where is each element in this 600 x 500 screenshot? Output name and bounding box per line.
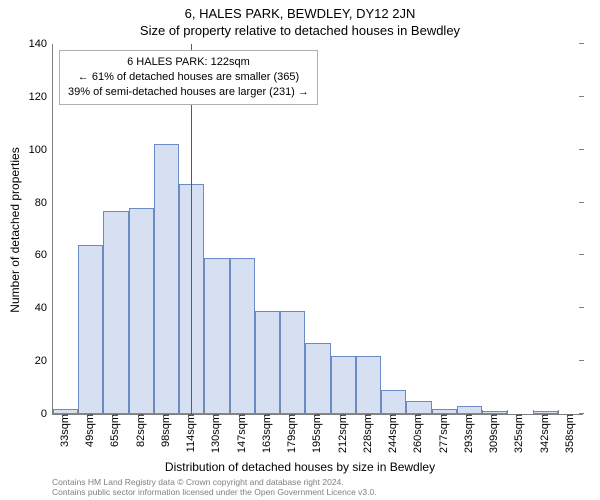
x-tick-label: 195sqm (307, 414, 323, 453)
histogram-bar (280, 311, 305, 414)
x-tick-label: 228sqm (358, 414, 374, 453)
x-tick-mark (432, 410, 433, 415)
page-title: 6, HALES PARK, BEWDLEY, DY12 2JN (0, 0, 600, 21)
histogram-bar (381, 390, 406, 414)
y-tick-label: 100 (29, 144, 53, 156)
y-tick-label: 80 (35, 197, 53, 209)
y-tick-mark (579, 149, 584, 150)
y-tick-mark (579, 307, 584, 308)
histogram-bar (457, 406, 482, 414)
plot-wrapper: 02040608010012014033sqm49sqm65sqm82sqm98… (52, 44, 582, 414)
y-tick-mark (579, 96, 584, 97)
x-tick-label: 147sqm (232, 414, 248, 453)
y-tick-label: 20 (35, 355, 53, 367)
x-tick-mark (558, 410, 559, 415)
histogram-bar (154, 144, 179, 414)
footer: Contains HM Land Registry data © Crown c… (52, 477, 377, 498)
x-tick-mark (533, 410, 534, 415)
x-tick-mark (255, 410, 256, 415)
footer-line: Contains HM Land Registry data © Crown c… (52, 477, 377, 488)
x-tick-label: 179sqm (282, 414, 298, 453)
y-tick-label: 0 (41, 408, 53, 420)
y-tick-mark (579, 43, 584, 44)
page-subtitle: Size of property relative to detached ho… (0, 21, 600, 38)
x-tick-label: 342sqm (535, 414, 551, 453)
x-tick-label: 33sqm (55, 414, 71, 447)
histogram-bar (305, 343, 330, 414)
x-tick-label: 82sqm (131, 414, 147, 447)
annotation-box: 6 HALES PARK: 122sqm← 61% of detached ho… (59, 50, 318, 105)
annotation-line: 39% of semi-detached houses are larger (… (68, 85, 309, 100)
y-tick-mark (579, 254, 584, 255)
x-tick-mark (331, 410, 332, 415)
x-tick-mark (129, 410, 130, 415)
x-tick-label: 130sqm (206, 414, 222, 453)
y-tick-mark (579, 360, 584, 361)
x-tick-label: 293sqm (459, 414, 475, 453)
x-tick-label: 163sqm (257, 414, 273, 453)
y-tick-label: 60 (35, 249, 53, 261)
x-tick-label: 212sqm (333, 414, 349, 453)
footer-line: Contains public sector information licen… (52, 487, 377, 498)
y-tick-label: 140 (29, 38, 53, 50)
x-tick-mark (154, 410, 155, 415)
x-tick-mark (53, 410, 54, 415)
y-axis-label: Number of detached properties (8, 147, 22, 312)
x-tick-mark (482, 410, 483, 415)
y-tick-label: 40 (35, 302, 53, 314)
histogram-bar (179, 184, 204, 414)
histogram-bar (331, 356, 356, 414)
x-tick-label: 325sqm (509, 414, 525, 453)
y-tick-mark (579, 413, 584, 414)
annotation-line: 6 HALES PARK: 122sqm (68, 55, 309, 70)
histogram-bar (356, 356, 381, 414)
histogram-bar (78, 245, 103, 414)
chart-page: 6, HALES PARK, BEWDLEY, DY12 2JN Size of… (0, 0, 600, 500)
x-tick-label: 277sqm (434, 414, 450, 453)
y-tick-mark (579, 202, 584, 203)
x-tick-label: 114sqm (181, 414, 197, 452)
histogram-bar (230, 258, 255, 414)
x-axis-label: Distribution of detached houses by size … (0, 460, 600, 474)
histogram-bar (103, 211, 128, 415)
x-tick-mark (457, 410, 458, 415)
x-tick-mark (280, 410, 281, 415)
histogram-bar (129, 208, 154, 414)
x-tick-label: 260sqm (408, 414, 424, 453)
x-tick-label: 309sqm (484, 414, 500, 453)
x-tick-label: 358sqm (560, 414, 576, 453)
x-tick-label: 49sqm (80, 414, 96, 447)
plot-area: 02040608010012014033sqm49sqm65sqm82sqm98… (52, 44, 583, 415)
histogram-bar (406, 401, 431, 414)
histogram-bar (255, 311, 280, 414)
x-tick-label: 244sqm (383, 414, 399, 453)
annotation-line: ← 61% of detached houses are smaller (36… (68, 70, 309, 85)
y-tick-label: 120 (29, 91, 53, 103)
x-tick-label: 98sqm (156, 414, 172, 447)
histogram-bar (204, 258, 229, 414)
x-tick-label: 65sqm (105, 414, 121, 447)
x-tick-mark (356, 410, 357, 415)
x-tick-mark (381, 410, 382, 415)
x-tick-mark (230, 410, 231, 415)
